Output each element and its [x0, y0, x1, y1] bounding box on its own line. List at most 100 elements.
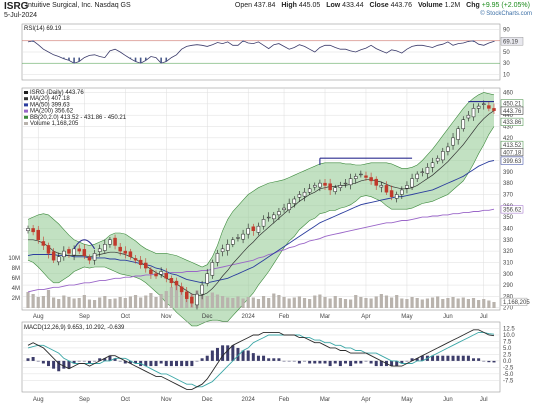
price-month-label: Nov: [161, 314, 172, 320]
candle-body: [307, 188, 312, 193]
volume-bar: [466, 299, 470, 308]
candle-body: [46, 245, 51, 254]
candle-body: [113, 237, 117, 246]
candle-body: [108, 239, 112, 245]
macd-histogram-bar: [180, 360, 184, 367]
candle-body: [476, 105, 481, 109]
volume-bar: [205, 296, 209, 308]
macd-histogram-bar: [359, 360, 363, 364]
rsi-tick-label: 30: [503, 61, 510, 67]
volume-bar: [379, 294, 383, 308]
macd-histogram-bar: [272, 358, 276, 361]
volume-label: Volume: [417, 2, 443, 9]
price-month-label: Feb: [279, 314, 290, 320]
macd-histogram-bar: [26, 358, 30, 361]
macd-month-label: Jul: [480, 397, 488, 403]
macd-histogram-bar: [93, 360, 97, 362]
macd-histogram-bar: [487, 360, 491, 363]
volume-bar: [72, 298, 76, 308]
candle-body: [487, 105, 491, 109]
candle-body: [164, 272, 169, 279]
macd-tick-label: 5.0: [503, 346, 512, 352]
volume-bar: [62, 295, 66, 308]
right-value-label: 356.62: [503, 208, 522, 214]
volume-bar: [436, 296, 440, 308]
volume-bar: [103, 296, 107, 308]
volume-bar: [139, 297, 143, 308]
volume-value-box: [500, 297, 528, 306]
candle-body: [435, 157, 440, 162]
macd-tick-label: 10.0: [503, 333, 515, 339]
macd-histogram-bar: [231, 345, 235, 361]
volume-bar: [128, 296, 133, 308]
macd-histogram-bar: [461, 355, 465, 361]
candle-body: [338, 185, 343, 188]
macd-histogram-bar: [343, 360, 347, 364]
volume-bar: [354, 295, 358, 308]
candle-body: [292, 198, 297, 204]
volume-bar: [169, 287, 173, 308]
macd-histogram-bar: [108, 355, 112, 361]
candle-body: [179, 286, 184, 293]
candle-body: [31, 228, 35, 233]
volume-bar: [261, 296, 266, 308]
volume-bar: [313, 295, 317, 308]
candle-body: [174, 280, 179, 286]
legend-entry: ISRG (Daily) 443.76: [30, 90, 84, 96]
candle-body: [369, 177, 373, 182]
macd-month-label: Feb: [279, 397, 290, 403]
candle-body: [430, 162, 435, 168]
candle-body: [302, 191, 307, 197]
macd-histogram-bar: [62, 360, 66, 369]
volume-bar: [154, 297, 158, 308]
ohlc-summary: Open 437.84 High 445.05 Low 433.44 Close…: [235, 2, 530, 9]
volume-bar: [123, 298, 127, 308]
candle-body: [41, 241, 46, 246]
macd-histogram-bar: [185, 360, 189, 367]
macd-histogram-bar: [205, 355, 209, 361]
volume-bar: [359, 297, 363, 308]
macd-histogram-bar: [303, 360, 307, 362]
macd-histogram-bar: [82, 360, 86, 362]
macd-histogram-bar: [256, 355, 260, 361]
legend-swatch: [24, 115, 28, 119]
volume-bar: [159, 294, 163, 308]
macd-histogram-bar: [390, 360, 394, 367]
volume-bar: [477, 300, 481, 308]
volume-bar: [318, 294, 322, 308]
macd-histogram-bar: [175, 360, 179, 367]
price-tick-label: 290: [503, 283, 514, 289]
volume-bar: [425, 298, 430, 308]
volume-bar: [323, 297, 327, 308]
macd-month-label: Sep: [79, 397, 90, 403]
volume-bar: [333, 296, 337, 308]
price-tick-label: 310: [503, 260, 514, 266]
macd-histogram-bar: [446, 355, 450, 361]
macd-histogram-bar: [287, 360, 291, 362]
high-label: High: [281, 2, 297, 9]
candle-body: [451, 137, 455, 146]
macd-histogram-bar: [456, 355, 460, 361]
volume-bar: [302, 298, 307, 308]
volume-bar: [256, 299, 261, 308]
macd-histogram-bar: [451, 355, 455, 361]
macd-histogram-bar: [267, 358, 271, 361]
candle-body: [343, 182, 348, 185]
macd-histogram-bar: [215, 347, 219, 361]
candle-body: [359, 173, 363, 176]
volume-bar: [144, 295, 148, 308]
macd-month-label: Oct: [121, 397, 131, 403]
candle-body: [67, 249, 71, 254]
candle-body: [353, 176, 358, 179]
legend-entry: MA(50) 399.63: [30, 102, 70, 108]
candle-body: [215, 253, 220, 263]
macd-histogram-bar: [436, 355, 440, 361]
candle-body: [394, 194, 399, 199]
price-month-label: Mar: [320, 314, 330, 320]
candle-body: [420, 171, 425, 173]
volume-bar: [210, 292, 214, 308]
legend-swatch: [24, 97, 28, 101]
candle-body: [154, 273, 158, 277]
price-tick-label: 320: [503, 249, 514, 255]
volume-bar: [461, 297, 465, 308]
